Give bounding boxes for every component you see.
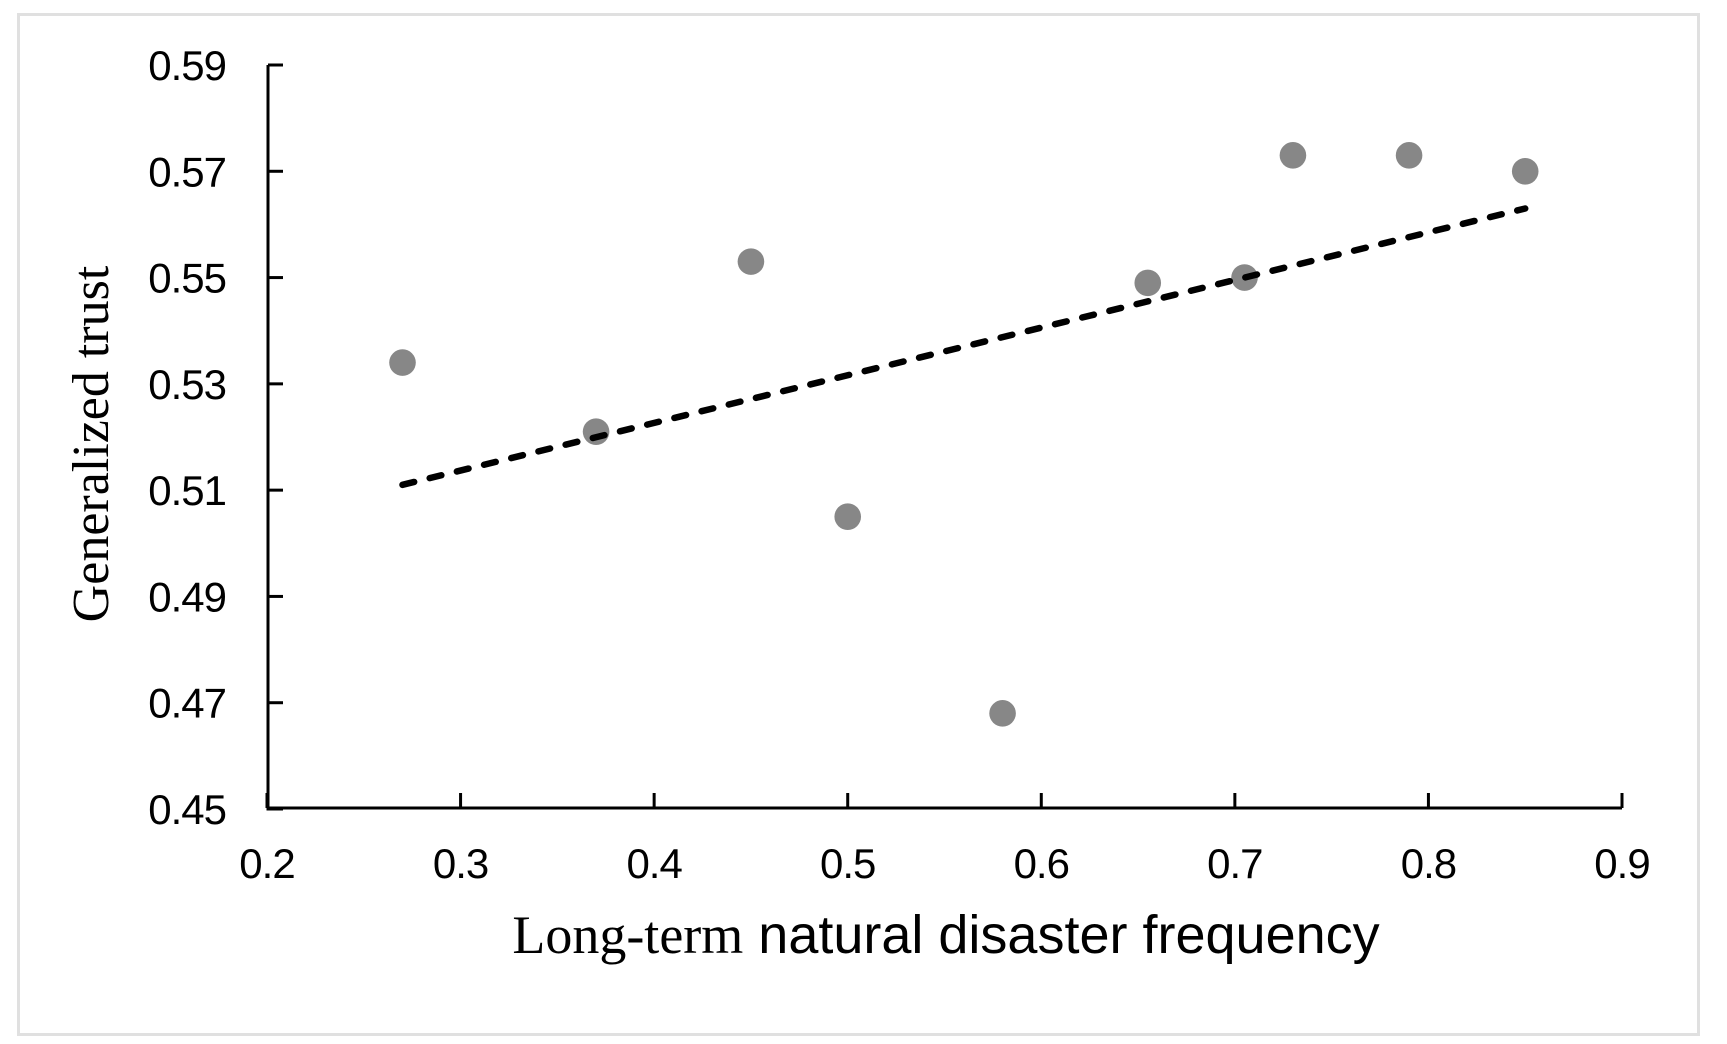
y-tick-label: 0.45: [148, 786, 226, 833]
scatter-point: [1279, 142, 1307, 169]
x-axis: 0.2 0.3 0.4 0.5 0.6 0.7 0.8 0.9: [239, 793, 1651, 887]
x-tick-label: 0.7: [1207, 840, 1262, 887]
scatter-points-group: [389, 142, 1539, 727]
scatter-point: [389, 349, 416, 376]
y-tick-label: 0.57: [148, 148, 226, 195]
x-tick-label: 0.6: [1014, 840, 1069, 887]
x-tick-label: 0.4: [626, 840, 682, 887]
y-axis-title: Generalized trust: [63, 265, 120, 622]
y-tick-label: 0.47: [148, 680, 226, 727]
figure-border: [17, 13, 1700, 1036]
trend-line: [399, 205, 1529, 489]
y-tick-label: 0.49: [148, 573, 226, 620]
scatter-point: [834, 503, 862, 531]
scatter-point: [1511, 157, 1539, 185]
scatter-point: [737, 248, 765, 275]
y-tick-label: 0.51: [148, 467, 226, 514]
y-tick-label: 0.59: [148, 42, 226, 89]
x-axis-title: Long-term natural disaster frequency: [512, 905, 1379, 965]
x-tick-label: 0.2: [239, 840, 294, 887]
x-tick-label: 0.5: [820, 840, 875, 887]
y-tick-label: 0.55: [148, 255, 226, 302]
scatter-point: [582, 418, 610, 445]
x-tick-label: 0.9: [1594, 840, 1649, 887]
x-axis-title-serif-part: Long-term: [512, 905, 743, 965]
x-axis-title-sans-part: natural disaster frequency: [743, 905, 1379, 965]
x-tick-label: 0.3: [433, 840, 488, 887]
y-tick-label: 0.53: [148, 361, 226, 408]
scatter-point: [1395, 142, 1423, 169]
scatter-point: [1134, 269, 1162, 297]
x-tick-label: 0.8: [1401, 840, 1456, 887]
y-axis: 0.45 0.47 0.49 0.51 0.53 0.55 0.57 0.59: [148, 42, 283, 833]
scatter-point: [989, 700, 1016, 727]
